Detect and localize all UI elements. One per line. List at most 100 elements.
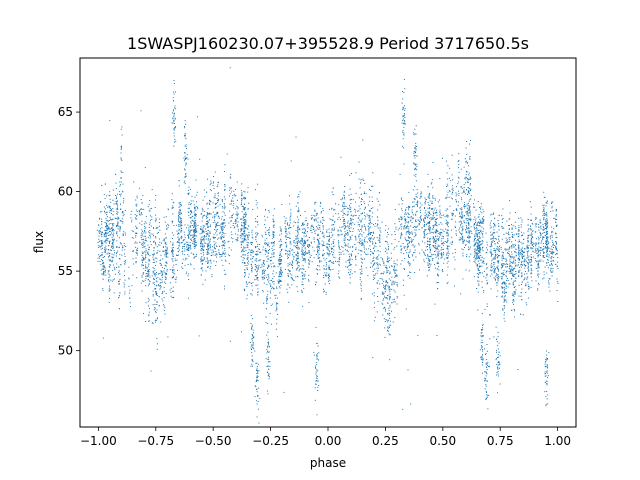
data-point <box>508 253 510 255</box>
data-point <box>408 221 410 223</box>
data-point <box>555 221 557 223</box>
data-point <box>466 220 468 222</box>
data-point <box>111 245 112 247</box>
data-point <box>504 305 506 307</box>
data-point <box>300 240 302 241</box>
data-point <box>491 262 493 264</box>
data-point <box>160 263 162 265</box>
data-point <box>556 278 558 280</box>
data-point <box>544 266 546 268</box>
data-point <box>348 269 350 271</box>
data-point <box>543 204 545 206</box>
data-point <box>149 308 150 310</box>
data-point <box>148 260 150 262</box>
data-point <box>400 235 402 237</box>
data-point <box>473 276 475 278</box>
data-point <box>190 200 192 202</box>
data-point <box>360 228 362 230</box>
data-point <box>146 267 148 269</box>
data-point <box>240 237 242 239</box>
data-point <box>454 248 456 250</box>
data-point <box>188 273 190 275</box>
data-point <box>468 235 470 237</box>
data-point <box>537 273 539 275</box>
data-point <box>113 223 115 225</box>
data-point <box>161 264 163 266</box>
data-point <box>477 216 479 218</box>
data-point <box>255 218 256 220</box>
data-point <box>231 234 233 236</box>
data-point <box>328 273 330 275</box>
data-point <box>148 305 149 307</box>
data-point <box>542 251 544 253</box>
data-point <box>446 183 448 185</box>
data-point <box>308 280 310 282</box>
data-point <box>504 248 506 250</box>
data-point <box>115 188 117 190</box>
data-point <box>547 243 549 245</box>
data-point <box>325 265 327 267</box>
data-point <box>545 224 547 226</box>
data-point <box>128 277 130 279</box>
data-point <box>427 217 429 219</box>
data-point <box>191 195 193 197</box>
data-point <box>496 266 498 268</box>
data-point <box>272 278 274 279</box>
data-point <box>421 192 423 194</box>
data-point <box>236 240 238 242</box>
data-point <box>382 258 383 260</box>
data-point <box>349 206 351 208</box>
data-point <box>370 208 372 209</box>
data-point <box>551 207 553 209</box>
data-point <box>141 275 143 277</box>
data-point <box>161 271 163 272</box>
data-point <box>323 265 325 267</box>
data-point <box>191 220 193 221</box>
data-point <box>107 280 109 282</box>
data-point <box>108 256 110 258</box>
data-point <box>538 223 540 225</box>
data-point <box>222 251 224 253</box>
data-point <box>507 252 508 254</box>
data-point <box>217 221 219 223</box>
data-point <box>195 231 197 233</box>
data-point <box>297 234 299 236</box>
data-point <box>246 241 248 243</box>
data-point <box>188 214 190 216</box>
data-point <box>173 225 175 226</box>
data-point <box>100 255 102 257</box>
data-point <box>324 245 326 246</box>
data-point <box>331 229 333 231</box>
data-point <box>550 271 552 273</box>
data-point <box>118 237 120 239</box>
data-point <box>276 328 277 330</box>
data-point <box>153 227 155 229</box>
data-point <box>518 217 520 219</box>
data-point <box>195 242 197 243</box>
data-point <box>354 211 356 213</box>
data-point <box>111 256 113 258</box>
data-point <box>191 229 193 231</box>
data-point <box>490 220 492 222</box>
data-point <box>475 229 477 231</box>
data-point <box>412 254 414 256</box>
data-point <box>352 245 354 247</box>
data-point <box>350 217 351 219</box>
data-point <box>262 291 264 293</box>
data-point <box>260 267 262 268</box>
data-point <box>405 212 407 214</box>
data-point <box>288 228 289 230</box>
data-point <box>479 250 481 252</box>
data-point <box>280 228 282 230</box>
data-point <box>459 212 461 214</box>
data-point <box>237 239 239 241</box>
data-point <box>177 241 179 243</box>
data-point <box>109 209 111 211</box>
data-point <box>470 188 472 190</box>
data-point <box>247 244 249 246</box>
data-point <box>128 285 130 287</box>
data-point <box>389 296 391 298</box>
data-point <box>125 234 126 236</box>
data-point <box>296 242 298 244</box>
data-point <box>341 226 343 228</box>
